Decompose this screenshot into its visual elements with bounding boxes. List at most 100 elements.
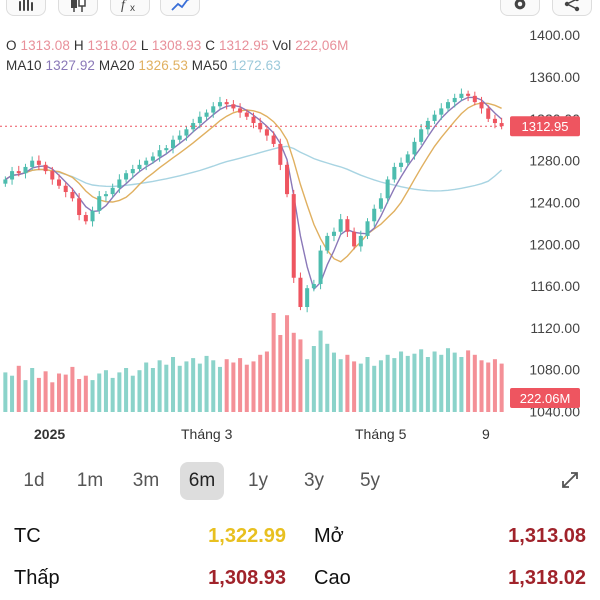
- low-value: 1,308.93: [208, 567, 286, 589]
- volume-bar: [258, 354, 263, 412]
- candle-body: [251, 116, 256, 124]
- candle-body: [385, 179, 390, 199]
- candle-body: [291, 194, 296, 278]
- range-tab-3y[interactable]: 3y: [303, 470, 325, 491]
- volume-bar: [392, 358, 397, 412]
- candle-body: [231, 104, 236, 109]
- candle-body: [318, 250, 323, 285]
- candle-body: [486, 108, 491, 119]
- ma50-path: [5, 145, 503, 192]
- high-key: H: [73, 38, 84, 53]
- range-tab-6m[interactable]: 6m: [180, 462, 224, 500]
- volume-bar: [150, 368, 155, 412]
- ma50-readout: 1272.63: [231, 58, 281, 73]
- candle-body: [432, 114, 437, 121]
- range-tab-1m[interactable]: 1m: [76, 470, 104, 491]
- volume-bar: [452, 352, 457, 412]
- candle-body: [459, 93, 464, 98]
- price-tick-label: 1080.00: [529, 362, 580, 378]
- open-value: 1,313.08: [508, 525, 586, 547]
- current-price-tag: 1312.95: [510, 116, 580, 137]
- candle-body: [204, 112, 209, 117]
- low-key: L: [140, 38, 149, 53]
- volume-bar: [16, 365, 21, 412]
- candle-body: [439, 108, 444, 115]
- candle-body: [217, 102, 222, 107]
- hand-icon[interactable]: [6, 0, 46, 16]
- settings-icon[interactable]: [500, 0, 540, 16]
- candle-body: [124, 173, 129, 180]
- price-chart[interactable]: 1400.001360.001320.001280.001240.001200.…: [0, 30, 600, 422]
- volume-bar: [278, 335, 283, 412]
- x-label-march: Tháng 3: [181, 426, 233, 442]
- candle-body: [298, 277, 303, 308]
- candle-body: [30, 160, 35, 167]
- candle-icon[interactable]: [58, 0, 98, 16]
- price-tick-label: 1200.00: [529, 236, 580, 252]
- volume-bar: [184, 361, 189, 412]
- price-tick-label: 1240.00: [529, 194, 580, 210]
- high-label: Cao: [314, 567, 351, 589]
- high-readout: 1318.02: [87, 38, 138, 53]
- candle-body: [285, 164, 290, 195]
- volume-bar: [432, 351, 437, 412]
- candle-body: [244, 112, 249, 117]
- volume-bar: [23, 380, 28, 412]
- volume-bar: [365, 357, 370, 412]
- volume-bar: [486, 362, 491, 412]
- candle-body: [499, 123, 504, 127]
- volume-bar: [244, 364, 249, 412]
- volume-bar: [224, 359, 229, 412]
- price-tick-label: 1280.00: [529, 153, 580, 169]
- volume-bar: [191, 358, 196, 412]
- tc-label: TC: [14, 525, 41, 547]
- volume-bar: [56, 373, 62, 412]
- range-tab-3m[interactable]: 3m: [132, 470, 160, 491]
- volume-bar: [298, 339, 303, 412]
- volume-bar: [291, 332, 296, 412]
- ma10-key: MA10: [6, 58, 42, 73]
- range-tab-1y[interactable]: 1y: [247, 470, 269, 491]
- candle-body: [137, 164, 142, 170]
- candle-body: [184, 129, 189, 136]
- volume-bar: [472, 354, 477, 412]
- candle-body: [492, 118, 497, 124]
- volume-bar: [399, 351, 404, 412]
- volume-bar: [238, 358, 243, 412]
- price-tick-label: 1120.00: [530, 320, 580, 336]
- candle-body: [345, 219, 350, 232]
- candle-body: [23, 166, 28, 174]
- expand-icon[interactable]: [560, 470, 580, 495]
- candle-body: [171, 139, 176, 149]
- candle-body: [63, 185, 68, 193]
- volume-bar: [358, 363, 363, 412]
- candle-body: [271, 135, 276, 144]
- volume-bar: [325, 343, 330, 412]
- drawing-icon[interactable]: [160, 0, 200, 16]
- candle-body: [77, 198, 82, 216]
- ma20-line: [5, 102, 502, 263]
- share-icon[interactable]: [552, 0, 592, 16]
- volume-bar: [124, 368, 129, 412]
- volume-bar: [70, 366, 75, 412]
- current-price-text: 1312.95: [522, 119, 569, 134]
- x-label-may: Tháng 5: [355, 426, 407, 442]
- candle-body: [3, 179, 8, 184]
- candle-body: [211, 106, 216, 113]
- range-tab-5y[interactable]: 5y: [359, 470, 381, 491]
- range-tab-1d[interactable]: 1d: [23, 470, 45, 491]
- ohlc-readout: O 1313.08 H 1318.02 L 1308.93 C 1312.95 …: [6, 38, 349, 53]
- candle-body: [130, 169, 135, 174]
- ma10-readout: 1327.92: [45, 58, 96, 73]
- volume-bar: [331, 352, 336, 412]
- candle-body: [43, 164, 48, 172]
- candle-body: [305, 288, 310, 308]
- volume-bar: [90, 380, 95, 412]
- volume-bar: [251, 361, 256, 412]
- candlesticks: [3, 88, 504, 313]
- volume-bar: [492, 359, 497, 412]
- candle-body: [117, 179, 122, 188]
- candle-body: [466, 93, 471, 96]
- volume-bar: [204, 355, 209, 412]
